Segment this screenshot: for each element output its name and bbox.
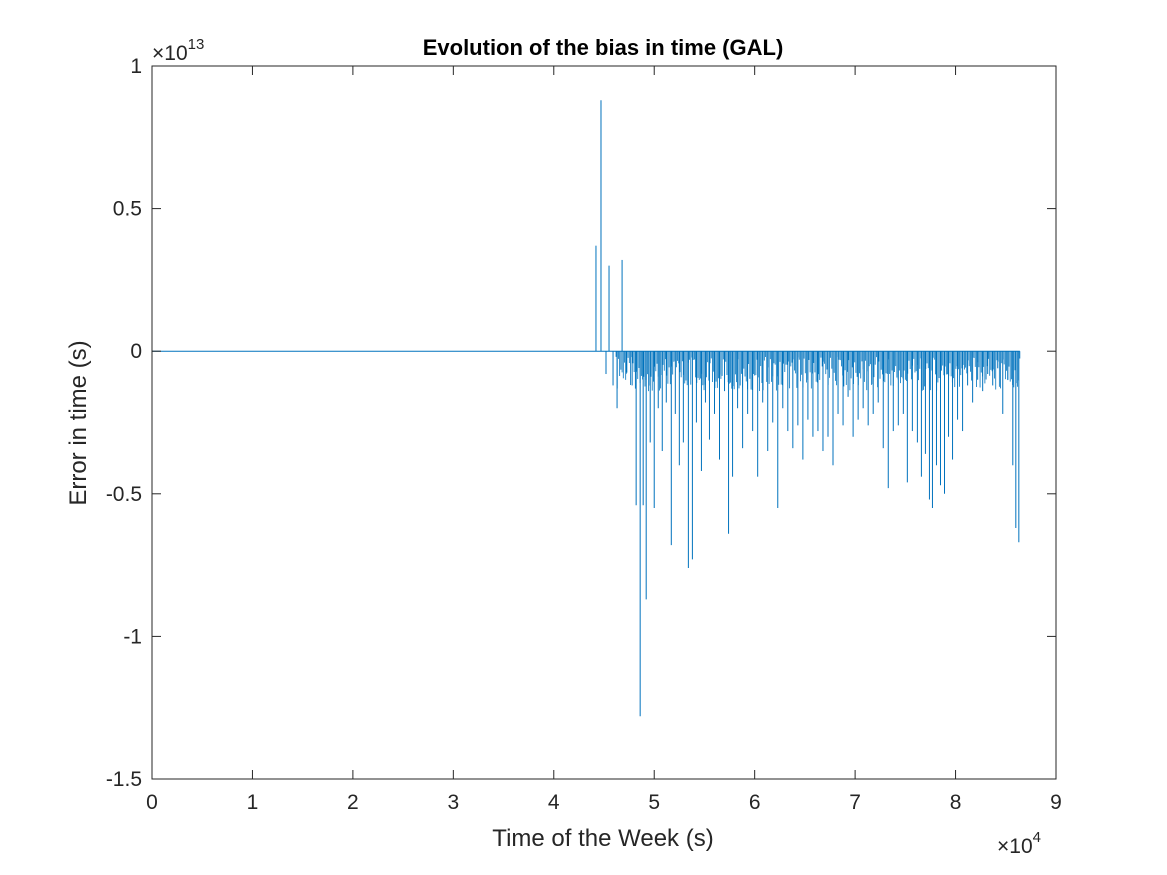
x-tick-label: 2 — [347, 791, 359, 814]
axes-box — [151, 65, 1057, 780]
x-tick-label: 0 — [146, 791, 158, 814]
y-axis-exponent: ×1013 — [152, 36, 204, 65]
x-tick-label: 6 — [749, 791, 761, 814]
x-axis-exponent: ×104 — [997, 829, 1041, 858]
y-tick-label: 0.5 — [113, 198, 142, 221]
chart-title: Evolution of the bias in time (GAL) — [423, 35, 784, 60]
axes: 0 1 2 3 4 5 6 7 8 9 1 0.5 0 -0.5 -1 -1.5 — [106, 55, 1062, 814]
y-tick-label: 1 — [130, 55, 142, 78]
y-tick-label: -0.5 — [106, 483, 142, 506]
y-tick-label: 0 — [130, 340, 142, 363]
x-tick-label: 1 — [247, 791, 259, 814]
x-tick-label: 8 — [950, 791, 962, 814]
x-tick-label: 9 — [1050, 791, 1062, 814]
series-trace — [152, 100, 1021, 717]
y-tick-label: -1 — [123, 625, 142, 648]
plot-area — [152, 100, 1021, 717]
x-tick-label: 5 — [648, 791, 660, 814]
x-tick-label: 7 — [849, 791, 861, 814]
x-axis-title: Time of the Week (s) — [492, 825, 713, 852]
x-tick-label: 3 — [447, 791, 459, 814]
y-axis-title: Error in time (s) — [65, 340, 92, 505]
x-tick-label: 4 — [548, 791, 560, 814]
y-tick-label: -1.5 — [106, 768, 142, 791]
